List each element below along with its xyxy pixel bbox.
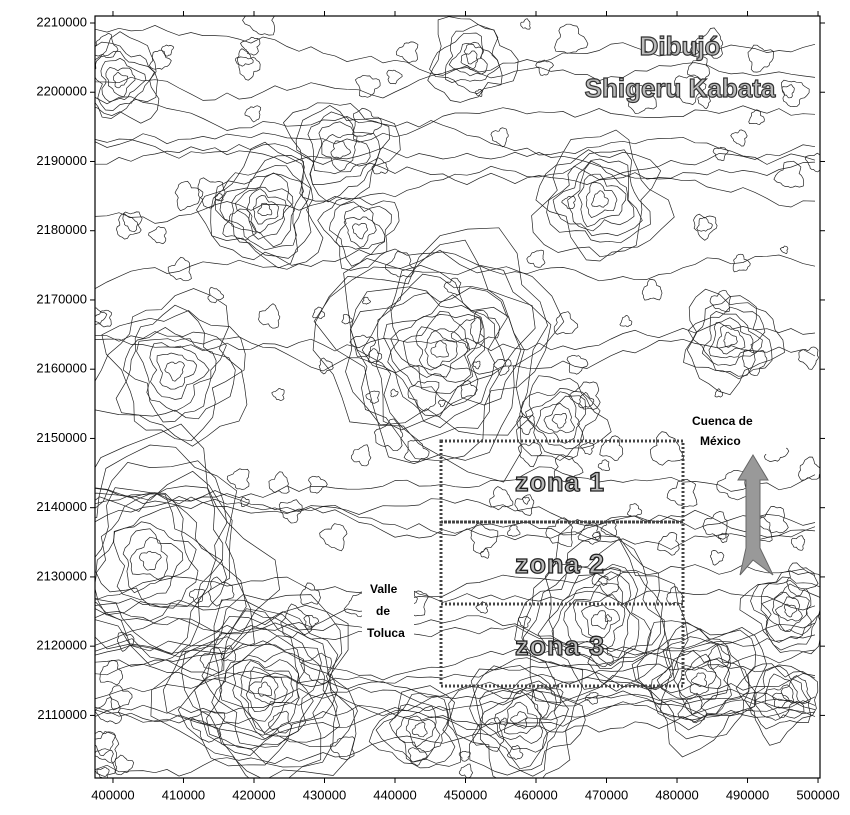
zone-label: zona 2 bbox=[515, 549, 605, 579]
place-label: Toluca bbox=[367, 626, 405, 640]
x-tick-label: 500000 bbox=[796, 787, 839, 802]
x-tick-label: 490000 bbox=[726, 787, 769, 802]
zone-label: zona 3 bbox=[515, 631, 605, 661]
place-label: Valle bbox=[370, 582, 398, 596]
place-label: de bbox=[376, 604, 390, 618]
map: Dibujó Shigeru Kabata zona 1 zona 2 zona… bbox=[0, 0, 850, 810]
x-tick-label: 460000 bbox=[514, 787, 557, 802]
y-tick-label: 2190000 bbox=[36, 153, 87, 168]
y-tick-label: 2180000 bbox=[36, 222, 87, 237]
x-tick-label: 470000 bbox=[585, 787, 628, 802]
x-tick-label: 440000 bbox=[373, 787, 416, 802]
x-tick-label: 420000 bbox=[232, 787, 275, 802]
y-tick-label: 2130000 bbox=[36, 568, 87, 583]
x-tick-label: 410000 bbox=[162, 787, 205, 802]
place-label: México bbox=[700, 434, 741, 448]
y-tick-label: 2150000 bbox=[36, 430, 87, 445]
x-tick-label: 450000 bbox=[444, 787, 487, 802]
y-tick-label: 2120000 bbox=[36, 638, 87, 653]
y-tick-label: 2160000 bbox=[36, 361, 87, 376]
place-label: Cuenca de bbox=[692, 414, 753, 428]
x-tick-label: 480000 bbox=[655, 787, 698, 802]
x-tick-label: 430000 bbox=[303, 787, 346, 802]
x-tick-label: 400000 bbox=[91, 787, 134, 802]
y-tick-label: 2200000 bbox=[36, 84, 87, 99]
y-tick-label: 2140000 bbox=[36, 499, 87, 514]
credit-text: Shigeru Kabata bbox=[585, 73, 776, 103]
y-tick-label: 2210000 bbox=[36, 14, 87, 29]
zone-label: zona 1 bbox=[515, 467, 605, 497]
y-tick-label: 2110000 bbox=[37, 707, 87, 722]
credit-text: Dibujó bbox=[640, 31, 721, 61]
y-tick-label: 2170000 bbox=[36, 291, 87, 306]
